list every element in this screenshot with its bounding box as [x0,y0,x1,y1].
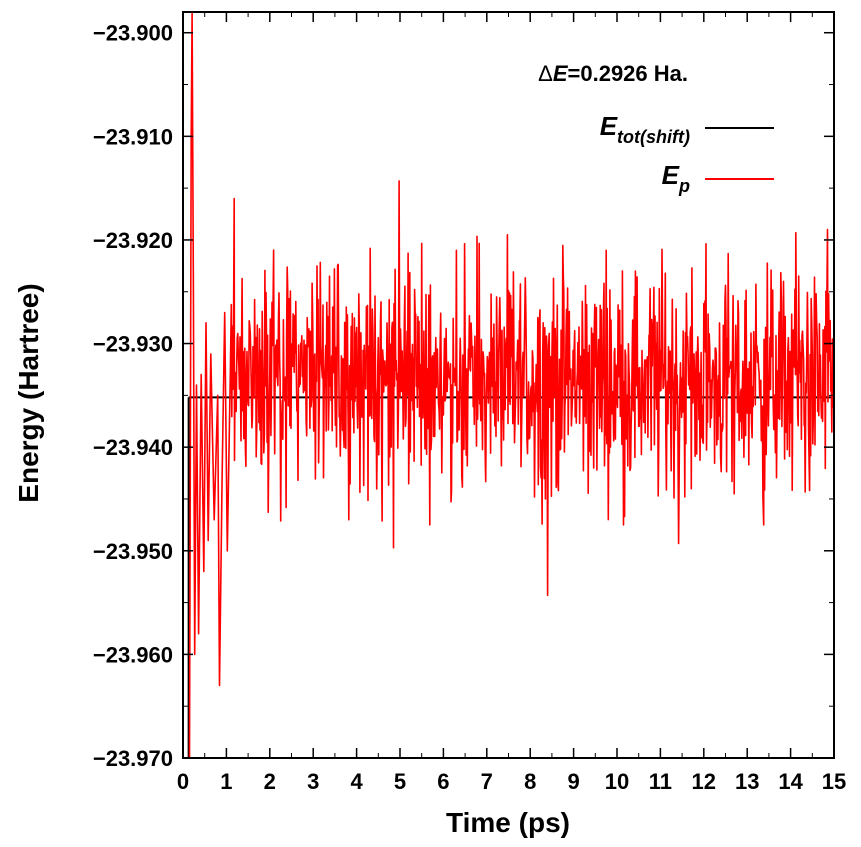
legend: ΔE=0.2926 Ha. Etot(shift) Ep [538,61,774,196]
y-tick-label: −23.940 [93,435,173,460]
y-tick-label: −23.960 [93,642,173,667]
y-tick-label: −23.900 [93,21,173,46]
x-tick-label: 8 [524,769,536,794]
legend-label-ep: Ep [662,160,690,196]
legend-etot-sub: tot(shift) [617,127,690,147]
ep-line [188,12,834,758]
y-tick-label: −23.950 [93,539,173,564]
legend-ep-sub: p [678,176,690,196]
x-tick-label: 13 [735,769,759,794]
y-tick-label: −23.930 [93,332,173,357]
x-tick-label: 7 [481,769,493,794]
x-axis-title: Time (ps) [446,807,570,838]
x-tick-label: 15 [822,769,846,794]
x-tick-label: 1 [220,769,232,794]
y-tick-label: −23.920 [93,228,173,253]
x-tick-label: 14 [778,769,803,794]
x-tick-label: 2 [264,769,276,794]
y-tick-label: −23.910 [93,124,173,149]
legend-label-etot: Etot(shift) [600,111,690,147]
y-tick-label: −23.970 [93,746,173,771]
delta-symbol: Δ [538,61,553,86]
legend-etot-main: E [600,111,618,141]
delta-value: =0.2926 Ha. [568,61,688,86]
x-tick-label: 3 [307,769,319,794]
y-axis-title: Energy (Hartree) [13,283,44,502]
delta-e-annotation: ΔE=0.2926 Ha. [538,61,688,86]
x-tick-label: 0 [177,769,189,794]
x-tick-label: 5 [394,769,406,794]
x-tick-label: 11 [649,769,672,794]
x-tick-label: 4 [350,769,363,794]
x-tick-label: 12 [692,769,716,794]
x-tick-label: 9 [567,769,579,794]
delta-var: E [553,61,569,86]
x-tick-label: 10 [605,769,629,794]
x-tick-label: 6 [437,769,449,794]
legend-ep-main: E [662,160,680,190]
